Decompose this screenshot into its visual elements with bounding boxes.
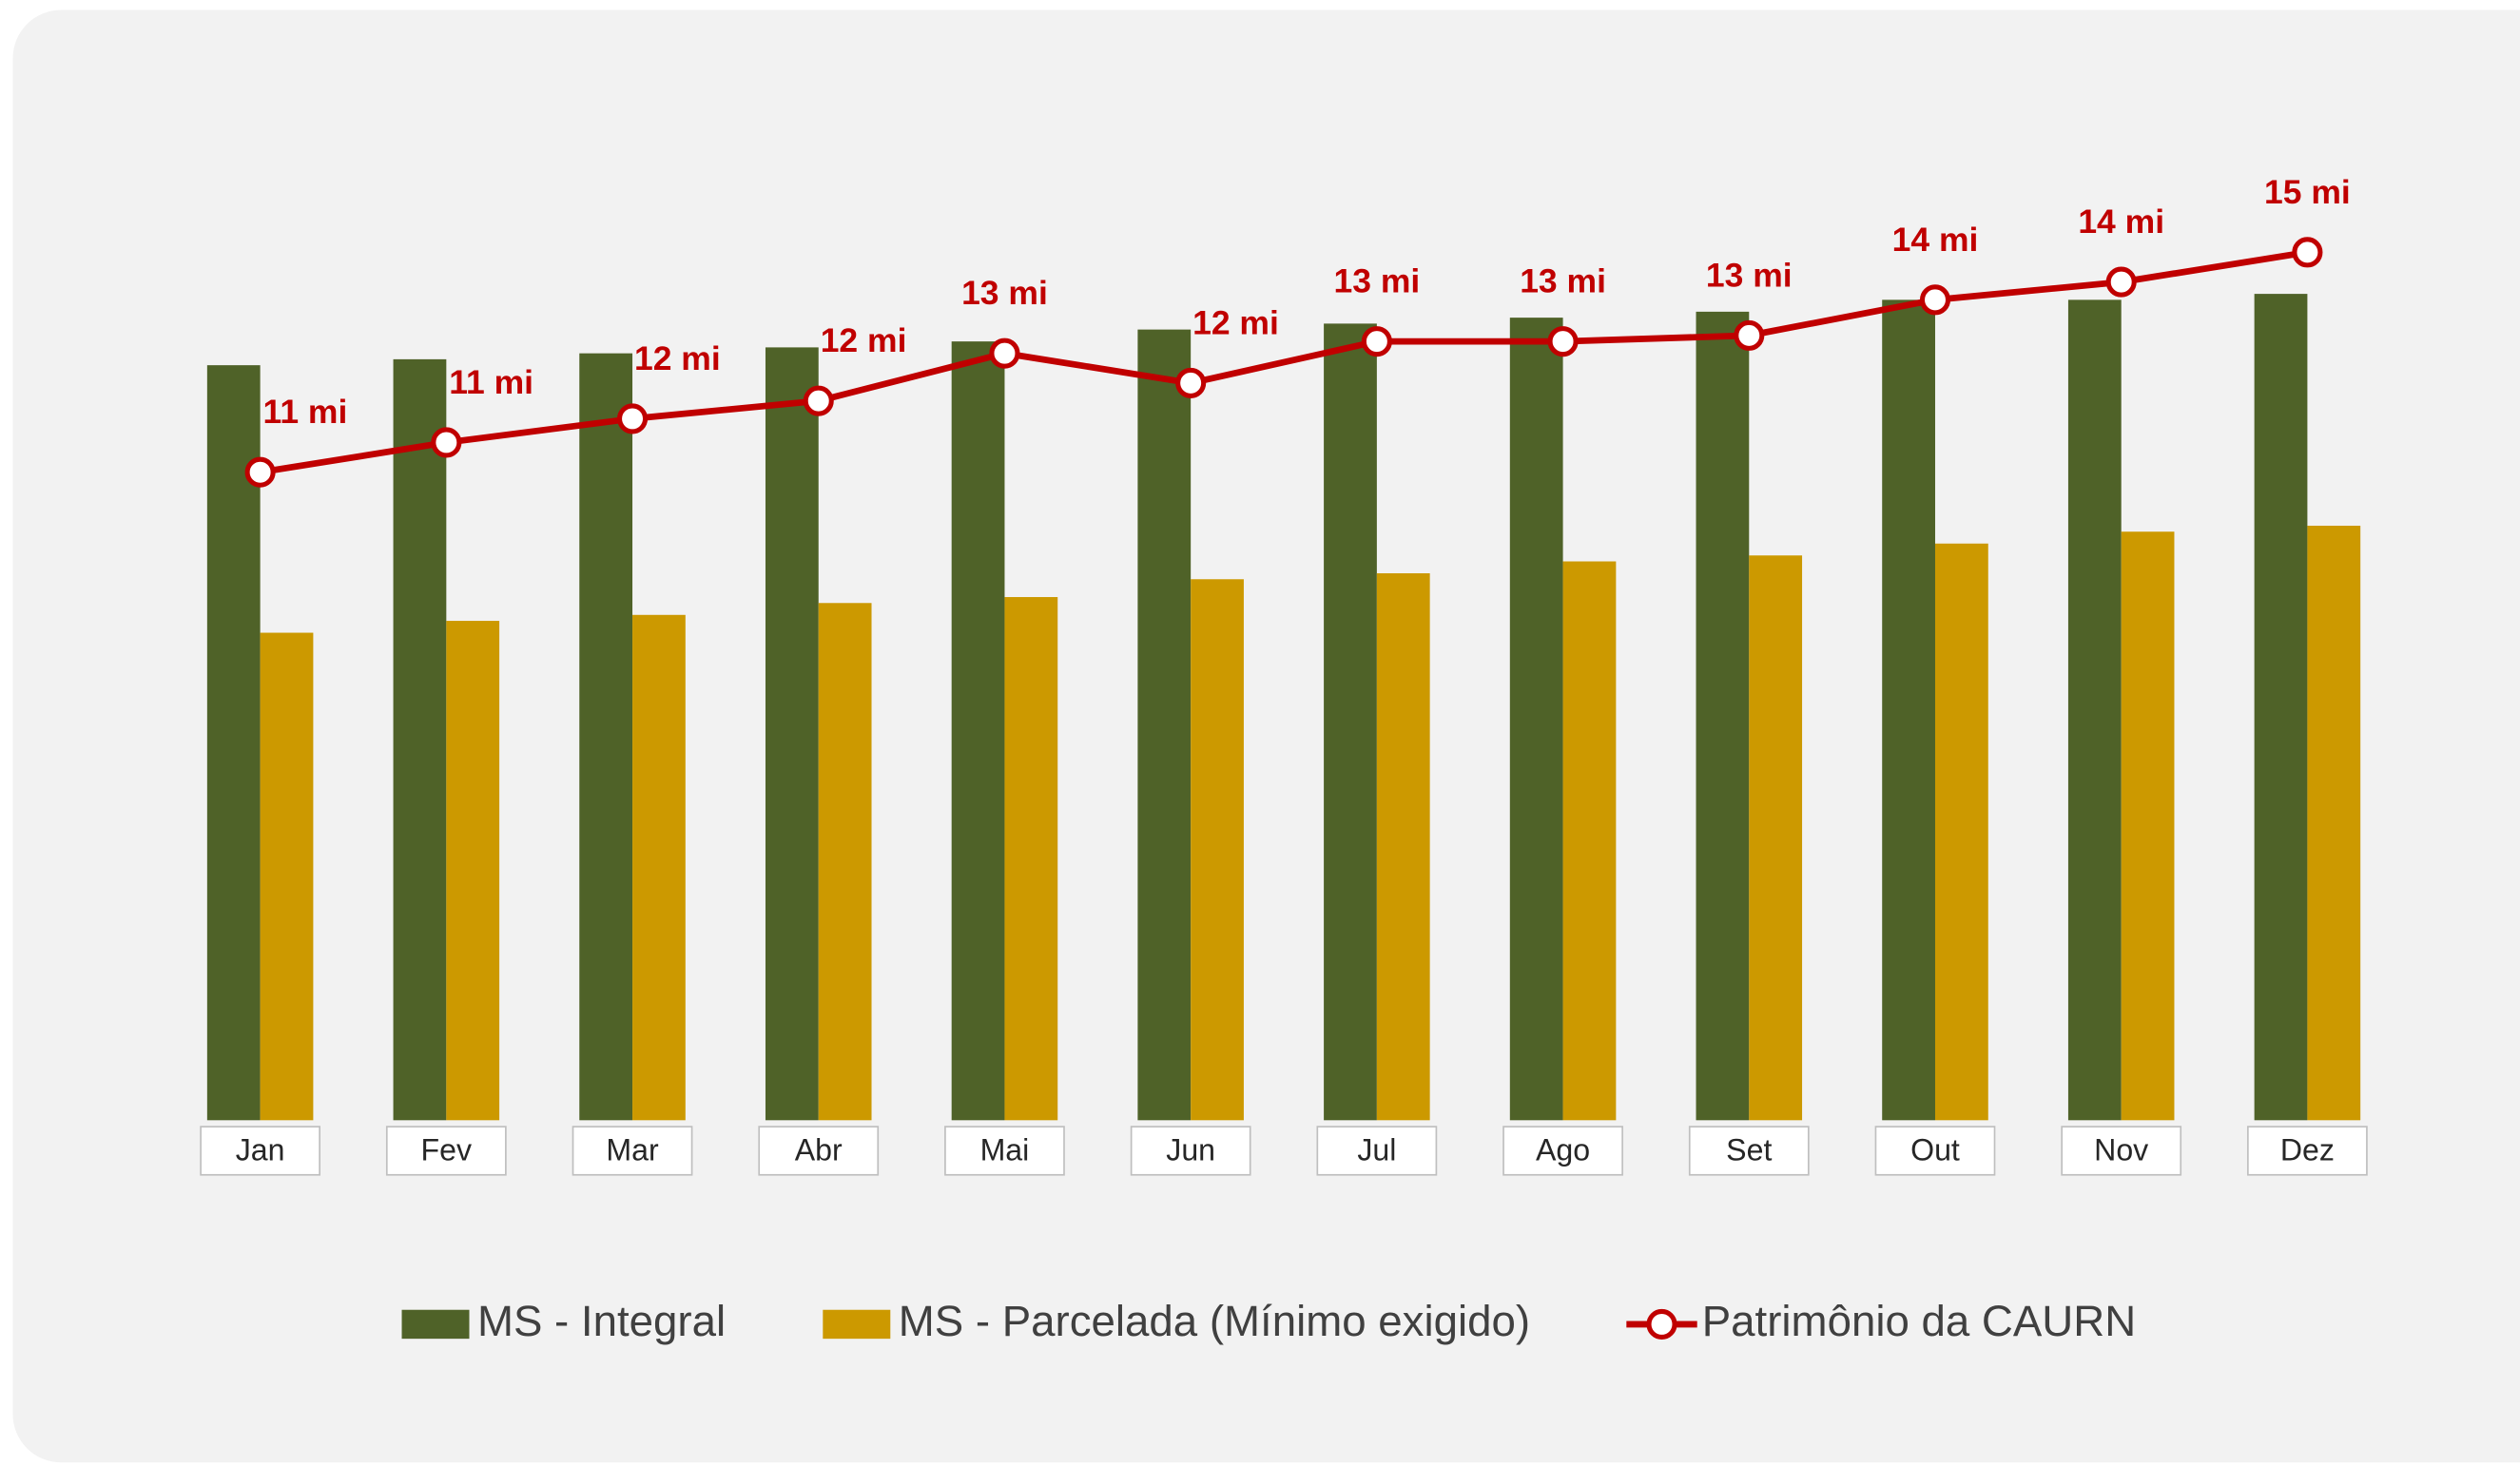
category-box bbox=[200, 1126, 320, 1176]
bar bbox=[260, 632, 314, 1121]
category-box bbox=[758, 1126, 880, 1176]
bar bbox=[393, 358, 447, 1121]
legend-swatch bbox=[401, 1309, 470, 1340]
data-label: 12 mi bbox=[634, 339, 721, 377]
line-marker bbox=[2105, 266, 2137, 298]
bar bbox=[1137, 329, 1192, 1121]
bar bbox=[1749, 555, 1803, 1121]
data-label: 13 mi bbox=[1333, 262, 1420, 300]
bar bbox=[1509, 318, 1563, 1121]
legend-label: MS - Integral bbox=[477, 1297, 726, 1345]
data-label: 12 mi bbox=[821, 321, 907, 359]
category-box bbox=[2061, 1126, 2182, 1176]
bar bbox=[1934, 543, 1988, 1121]
line-marker bbox=[1175, 367, 1207, 398]
x-tick-label: Abr bbox=[795, 1133, 843, 1167]
data-label: 15 mi bbox=[2264, 173, 2351, 211]
data-label: 12 mi bbox=[1192, 303, 1279, 341]
bar bbox=[1376, 573, 1430, 1121]
x-tick-label: Set bbox=[1726, 1133, 1772, 1167]
line-marker bbox=[616, 403, 649, 434]
bar bbox=[1191, 579, 1244, 1121]
line-marker bbox=[431, 427, 462, 458]
category-box bbox=[1874, 1126, 1996, 1176]
data-label: 11 mi bbox=[449, 363, 533, 401]
bar bbox=[818, 603, 872, 1121]
data-label: 13 mi bbox=[961, 274, 1048, 312]
bar bbox=[951, 341, 1005, 1121]
x-tick-label: Jun bbox=[1166, 1133, 1215, 1167]
legend-swatch bbox=[823, 1309, 891, 1340]
category-box bbox=[1316, 1126, 1438, 1176]
line-marker bbox=[803, 385, 834, 416]
category-box bbox=[1130, 1126, 1251, 1176]
bar bbox=[206, 365, 261, 1121]
data-label: 14 mi bbox=[2078, 203, 2164, 241]
x-tick-label: Jan bbox=[236, 1133, 285, 1167]
category-box bbox=[1502, 1126, 1623, 1176]
bar bbox=[1696, 311, 1750, 1121]
data-label: 13 mi bbox=[1520, 262, 1606, 300]
line-marker bbox=[989, 338, 1020, 369]
line-marker bbox=[244, 456, 276, 488]
x-tick-label: Jul bbox=[1357, 1133, 1396, 1167]
bar bbox=[446, 621, 500, 1121]
line-marker bbox=[1361, 326, 1392, 357]
bar bbox=[765, 347, 819, 1121]
x-tick-label: Fev bbox=[421, 1133, 473, 1167]
category-box bbox=[2247, 1126, 2368, 1176]
data-label: 13 mi bbox=[1706, 256, 1793, 294]
x-tick-label: Mar bbox=[606, 1133, 659, 1167]
bar bbox=[1004, 597, 1058, 1121]
line-marker bbox=[2292, 237, 2323, 268]
x-tick-label: Dez bbox=[2280, 1133, 2335, 1167]
category-box bbox=[944, 1126, 1065, 1176]
bar bbox=[2307, 525, 2361, 1121]
x-tick-label: Ago bbox=[1536, 1133, 1590, 1167]
bar bbox=[1882, 299, 1935, 1121]
legend-marker bbox=[1646, 1308, 1677, 1340]
category-box bbox=[1688, 1126, 1810, 1176]
data-label: 14 mi bbox=[1892, 221, 1979, 259]
line-marker bbox=[1734, 319, 1765, 351]
bar bbox=[2254, 294, 2308, 1121]
bar bbox=[1324, 323, 1377, 1121]
category-box bbox=[385, 1126, 507, 1176]
line bbox=[260, 248, 2308, 476]
x-tick-label: Nov bbox=[2094, 1133, 2148, 1167]
legend-label: MS - Parcelada (Mínimo exigido) bbox=[899, 1297, 1530, 1345]
bar bbox=[2067, 299, 2122, 1121]
bar bbox=[579, 353, 633, 1121]
data-label: 11 mi bbox=[263, 393, 348, 431]
bar bbox=[1562, 561, 1617, 1121]
x-tick-label: Out bbox=[1910, 1133, 1960, 1167]
x-tick-label: Mai bbox=[980, 1133, 1030, 1167]
bar bbox=[2121, 531, 2175, 1121]
line-marker bbox=[1919, 284, 1951, 316]
line-marker bbox=[1547, 326, 1579, 357]
category-box bbox=[572, 1126, 693, 1176]
legend-label: Patrimônio da CAURN bbox=[1702, 1297, 2136, 1345]
bar bbox=[632, 614, 686, 1121]
